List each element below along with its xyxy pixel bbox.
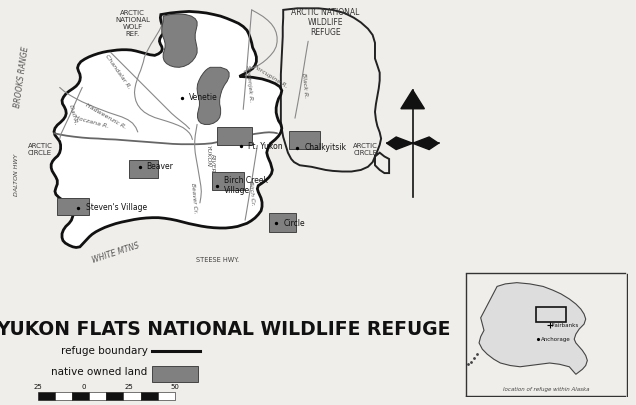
Text: YUKON FLATS NATIONAL WILDLIFE REFUGE: YUKON FLATS NATIONAL WILDLIFE REFUGE [0, 320, 450, 339]
Polygon shape [413, 143, 439, 149]
Text: Birch Creek
Village: Birch Creek Village [225, 176, 268, 195]
Text: DALTON HWY: DALTON HWY [14, 153, 19, 196]
Bar [158, 392, 175, 401]
Text: 25: 25 [33, 384, 42, 390]
Bar [212, 172, 244, 190]
Text: native owned land: native owned land [51, 367, 148, 377]
Text: Steven's Village: Steven's Village [85, 203, 147, 212]
Polygon shape [162, 14, 197, 67]
Text: Venetie: Venetie [189, 93, 218, 102]
Polygon shape [479, 283, 588, 374]
Text: YUKON: YUKON [205, 145, 211, 167]
Bar [72, 392, 89, 401]
Text: WHITE MTNS: WHITE MTNS [92, 241, 141, 265]
Polygon shape [387, 137, 413, 143]
Bar [55, 392, 72, 401]
Text: Circle: Circle [283, 219, 305, 228]
Text: Birch Cr.: Birch Cr. [248, 181, 255, 206]
Polygon shape [51, 11, 282, 247]
Bar [141, 392, 158, 401]
Text: Black R.: Black R. [301, 72, 308, 98]
Text: Hoczana R.: Hoczana R. [74, 115, 109, 129]
Text: Beaver Cr.: Beaver Cr. [190, 183, 198, 214]
Text: Porcupine R.: Porcupine R. [252, 64, 288, 90]
Polygon shape [401, 90, 424, 109]
Text: Chalkyitsik: Chalkyitsik [305, 143, 347, 152]
Text: refuge boundary: refuge boundary [60, 346, 148, 356]
Text: ARCTIC
NATIONAL
WOLF
REF.: ARCTIC NATIONAL WOLF REF. [115, 11, 150, 38]
Text: ARCTIC
CIRCLE: ARCTIC CIRCLE [353, 143, 378, 156]
Text: BROOKS RANGE: BROOKS RANGE [13, 46, 31, 109]
Text: 0: 0 [81, 384, 86, 390]
Text: Sheenjek R.: Sheenjek R. [245, 65, 253, 102]
Text: ARCTIC
CIRCLE: ARCTIC CIRCLE [27, 143, 52, 156]
Text: Fairbanks: Fairbanks [550, 323, 578, 328]
Bar [123, 392, 141, 401]
Text: 50: 50 [170, 384, 179, 390]
Text: Ft. Yukon: Ft. Yukon [248, 142, 282, 151]
Text: Dall R.: Dall R. [68, 104, 78, 125]
Bar [38, 392, 55, 401]
Polygon shape [387, 143, 413, 149]
Polygon shape [197, 67, 229, 124]
Bar [217, 127, 252, 145]
Bar [152, 367, 198, 382]
Text: location of refuge within Alaska: location of refuge within Alaska [503, 387, 590, 392]
Bar [129, 160, 158, 178]
Text: Hadweenzic R.: Hadweenzic R. [85, 103, 127, 130]
Polygon shape [413, 137, 439, 143]
Bar [106, 392, 123, 401]
Bar [537, 307, 566, 322]
Bar [289, 132, 320, 149]
Bar [89, 392, 106, 401]
Text: Beaver: Beaver [147, 162, 174, 171]
Text: Anchorage: Anchorage [541, 337, 571, 342]
Bar [268, 213, 296, 232]
Text: ARCTIC NATIONAL
WILDLIFE
REFUGE: ARCTIC NATIONAL WILDLIFE REFUGE [291, 8, 360, 37]
Bar [57, 198, 89, 215]
Text: 25: 25 [125, 384, 134, 390]
Text: RIVER: RIVER [210, 154, 215, 173]
Text: STEESE HWY.: STEESE HWY. [196, 257, 239, 263]
Text: Chandalar R.: Chandalar R. [104, 53, 131, 90]
Polygon shape [281, 9, 389, 173]
